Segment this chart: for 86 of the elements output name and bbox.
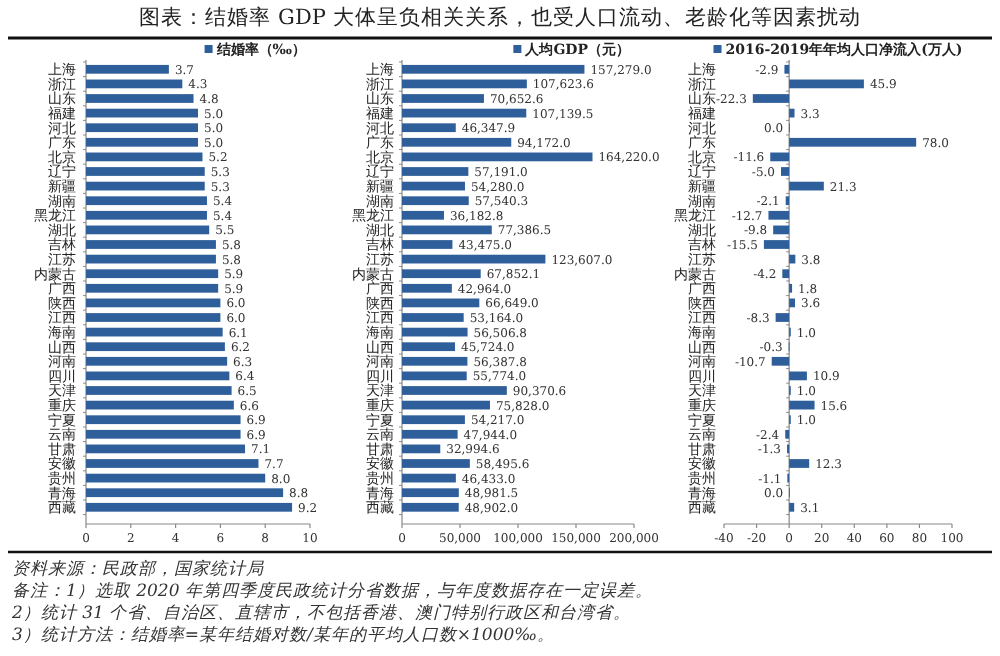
- bar: [86, 444, 246, 454]
- bar: [402, 342, 456, 352]
- bar: [781, 167, 790, 176]
- bar: [402, 108, 527, 118]
- bar: [86, 488, 284, 498]
- bar: [86, 240, 216, 249]
- bar: [86, 79, 183, 89]
- bar: [402, 254, 546, 264]
- bar: [86, 152, 203, 162]
- bar: [402, 152, 593, 162]
- bar: [789, 79, 864, 89]
- bar: [768, 210, 790, 220]
- bar: [402, 429, 458, 439]
- bar: [86, 400, 234, 410]
- bar: [402, 210, 444, 220]
- bar: [86, 429, 241, 439]
- bar: [402, 167, 469, 176]
- bar: [752, 94, 790, 103]
- bar: [402, 488, 459, 498]
- bar: [402, 459, 470, 468]
- bar: [402, 386, 507, 395]
- bar: [775, 313, 790, 322]
- bar: [402, 225, 492, 235]
- bar: [784, 64, 790, 74]
- bar: [86, 342, 225, 352]
- bar: [86, 254, 216, 264]
- bar: [86, 167, 205, 176]
- bar: [86, 459, 259, 468]
- bar: [86, 386, 232, 395]
- bar: [86, 371, 230, 381]
- bar: [86, 473, 266, 483]
- bar: [773, 225, 790, 235]
- bar: [402, 356, 468, 366]
- bar: [402, 196, 469, 206]
- bar: [86, 269, 219, 279]
- text: 备注：1）选取 2020 年第四季度民政统计分省数据，与年度数据存在一定误差。: [12, 580, 653, 602]
- bar: [402, 181, 465, 191]
- bar: [402, 240, 453, 249]
- bar: [86, 298, 221, 308]
- bar: [86, 225, 210, 235]
- bar: [86, 123, 198, 133]
- bar: [402, 327, 468, 337]
- bar: [789, 400, 815, 410]
- bar: [402, 298, 480, 308]
- bar: [402, 137, 512, 147]
- bar: [789, 298, 795, 308]
- bar: [789, 502, 795, 512]
- bar: [789, 181, 824, 191]
- bar: [402, 94, 484, 103]
- bar: [402, 269, 481, 279]
- bar: [402, 415, 465, 425]
- bar: [789, 137, 917, 147]
- bar: [86, 210, 207, 220]
- bar: [402, 473, 456, 483]
- bar: [402, 444, 441, 454]
- text: 图表：结婚率 GDP 大体呈负相关关系，也受人口流动、老龄化等因素扰动: [139, 4, 861, 30]
- bar: [86, 181, 205, 191]
- text: 3）统计方法：结婚率=某年结婚对数/某年的平均人口数×1000‰。: [12, 624, 556, 646]
- bar: [770, 152, 790, 162]
- bar: [402, 123, 456, 133]
- bar: [86, 356, 228, 366]
- bar: [402, 313, 464, 322]
- bar: [86, 313, 221, 322]
- bar: [402, 79, 527, 89]
- bar: [789, 108, 795, 118]
- bar: [86, 196, 207, 206]
- bar: [86, 327, 223, 337]
- bar: [789, 459, 810, 468]
- text: 资料来源：民政部，国家统计局: [12, 558, 264, 580]
- bar: [763, 240, 790, 249]
- bar: [789, 371, 807, 381]
- bar: [86, 137, 198, 147]
- bar: [402, 371, 467, 381]
- bar: [402, 400, 490, 410]
- bar: [402, 64, 585, 74]
- bar: [782, 269, 790, 279]
- bar: [402, 502, 459, 512]
- bar: [86, 415, 241, 425]
- bar: [86, 64, 169, 74]
- bar: [86, 108, 198, 118]
- bar: [86, 502, 293, 512]
- text: 2）统计 31 个省、自治区、直辖市，不包括香港、澳门特别行政区和台湾省。: [10, 602, 632, 624]
- bar: [86, 283, 219, 293]
- bar: [402, 283, 452, 293]
- bar: [771, 356, 790, 366]
- bar: [86, 94, 194, 103]
